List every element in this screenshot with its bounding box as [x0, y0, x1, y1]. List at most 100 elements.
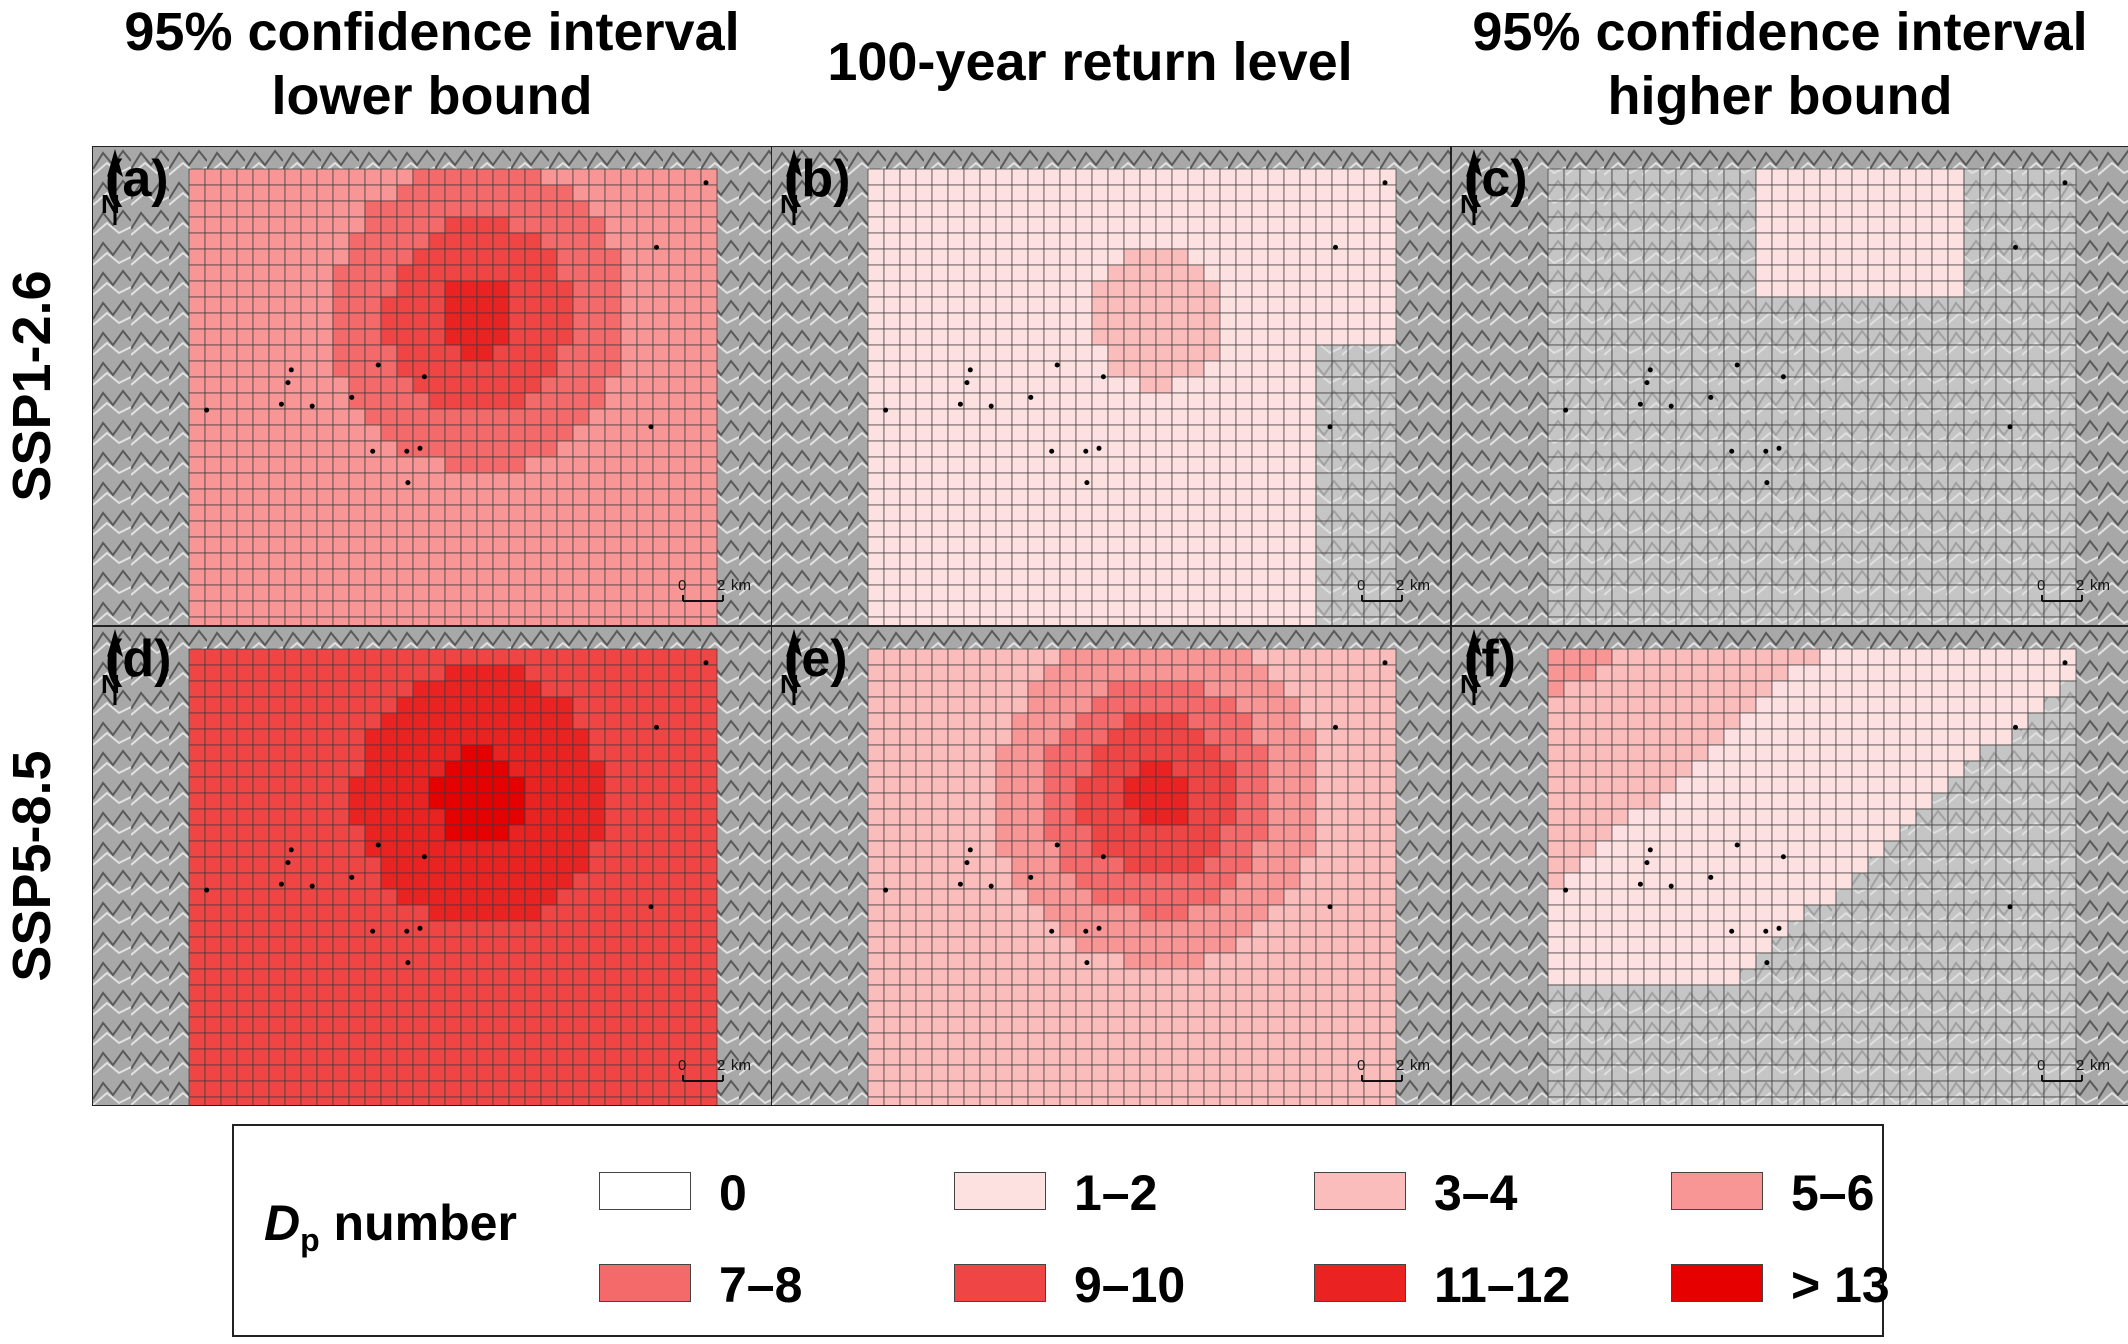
grid-cell: [492, 216, 510, 234]
grid-cell: [604, 776, 622, 794]
grid-cell: [1235, 1016, 1253, 1034]
grid-cell: [1691, 488, 1709, 506]
grid-cell: [1011, 520, 1029, 538]
grid-cell: [204, 808, 222, 826]
grid-cell: [1931, 408, 1949, 426]
grid-cell: [380, 264, 398, 282]
grid-cell: [1123, 920, 1141, 938]
grid-cell: [268, 600, 286, 618]
grid-cell: [1091, 328, 1109, 346]
grid-cell: [1835, 520, 1853, 538]
grid-cell: [1107, 728, 1125, 746]
grid-cell: [268, 392, 286, 410]
grid-cell: [1643, 504, 1661, 522]
grid-cell: [899, 984, 917, 1002]
grid-cell: [1723, 200, 1741, 218]
grid-cell: [1139, 776, 1157, 794]
grid-cell: [476, 200, 494, 218]
grid-cell: [188, 968, 206, 986]
grid-cell: [364, 488, 382, 506]
grid-cell: [1595, 184, 1613, 202]
grid-cell: [2043, 168, 2061, 186]
grid-cell: [1331, 680, 1349, 698]
grid-cell: [867, 664, 885, 682]
grid-cell: [1235, 888, 1253, 906]
grid-cell: [2011, 376, 2029, 394]
grid-cell: [556, 648, 574, 666]
grid-cell: [899, 280, 917, 298]
grid-cell: [636, 344, 654, 362]
grid-cell: [1547, 504, 1565, 522]
grid-cell: [364, 600, 382, 618]
grid-cell: [1771, 456, 1789, 474]
grid-cell: [540, 312, 558, 330]
grid-cell: [1267, 344, 1285, 362]
grid-cell: [1675, 424, 1693, 442]
grid-cell: [1963, 408, 1981, 426]
grid-cell: [188, 808, 206, 826]
grid-cell: [1563, 200, 1581, 218]
grid-cell: [620, 952, 638, 970]
grid-cell: [1979, 264, 1997, 282]
grid-cell: [588, 760, 606, 778]
grid-cell: [588, 440, 606, 458]
grid-cell: [1803, 232, 1821, 250]
grid-cell: [332, 840, 350, 858]
grid-cell: [1611, 424, 1629, 442]
grid-cell: [1331, 1032, 1349, 1050]
grid-cell: [1043, 184, 1061, 202]
grid-cell: [1707, 488, 1725, 506]
grid-cell: [1043, 888, 1061, 906]
grid-cell: [2059, 360, 2077, 378]
grid-cell: [524, 712, 542, 730]
grid-cell: [1739, 552, 1757, 570]
grid-cell: [1123, 520, 1141, 538]
grid-cell: [428, 648, 446, 666]
grid-cell: [1171, 248, 1189, 266]
grid-cell: [1627, 408, 1645, 426]
grid-cell: [508, 1000, 526, 1018]
grid-cell: [1283, 264, 1301, 282]
grid-cell: [252, 600, 270, 618]
grid-cell: [1107, 536, 1125, 554]
grid-cell: [396, 696, 414, 714]
grid-cell: [588, 1032, 606, 1050]
grid-cell: [931, 888, 949, 906]
grid-cell: [1979, 216, 1997, 234]
grid-cell: [1187, 824, 1205, 842]
grid-cell: [979, 904, 997, 922]
grid-cell: [300, 792, 318, 810]
grid-cell: [867, 1000, 885, 1018]
grid-cell: [1091, 232, 1109, 250]
grid-cell: [1075, 360, 1093, 378]
grid-cell: [2011, 264, 2029, 282]
grid-cell: [1043, 328, 1061, 346]
grid-cell: [268, 648, 286, 666]
grid-cell: [1251, 1080, 1269, 1098]
grid-cell: [1379, 248, 1397, 266]
grid-cell: [1995, 456, 2013, 474]
grid-cell: [915, 856, 933, 874]
grid-cell: [188, 1000, 206, 1018]
grid-cell: [1187, 232, 1205, 250]
grid-cell: [284, 504, 302, 522]
grid-cell: [220, 392, 238, 410]
grid-cell: [300, 312, 318, 330]
grid-cell: [284, 184, 302, 202]
grid-cell: [364, 888, 382, 906]
grid-cell: [1899, 200, 1917, 218]
grid-cell: [460, 216, 478, 234]
grid-cell: [1283, 280, 1301, 298]
grid-cell: [1011, 968, 1029, 986]
grid-cell: [636, 712, 654, 730]
grid-cell: [883, 376, 901, 394]
grid-cell: [1219, 968, 1237, 986]
grid-cell: [1579, 200, 1597, 218]
grid-cell: [1155, 376, 1173, 394]
grid-cell: [1547, 200, 1565, 218]
grid-cell: [1547, 520, 1565, 538]
grid-cell: [588, 600, 606, 618]
grid-cell: [1931, 200, 1949, 218]
grid-cell: [572, 968, 590, 986]
grid-cell: [1027, 408, 1045, 426]
